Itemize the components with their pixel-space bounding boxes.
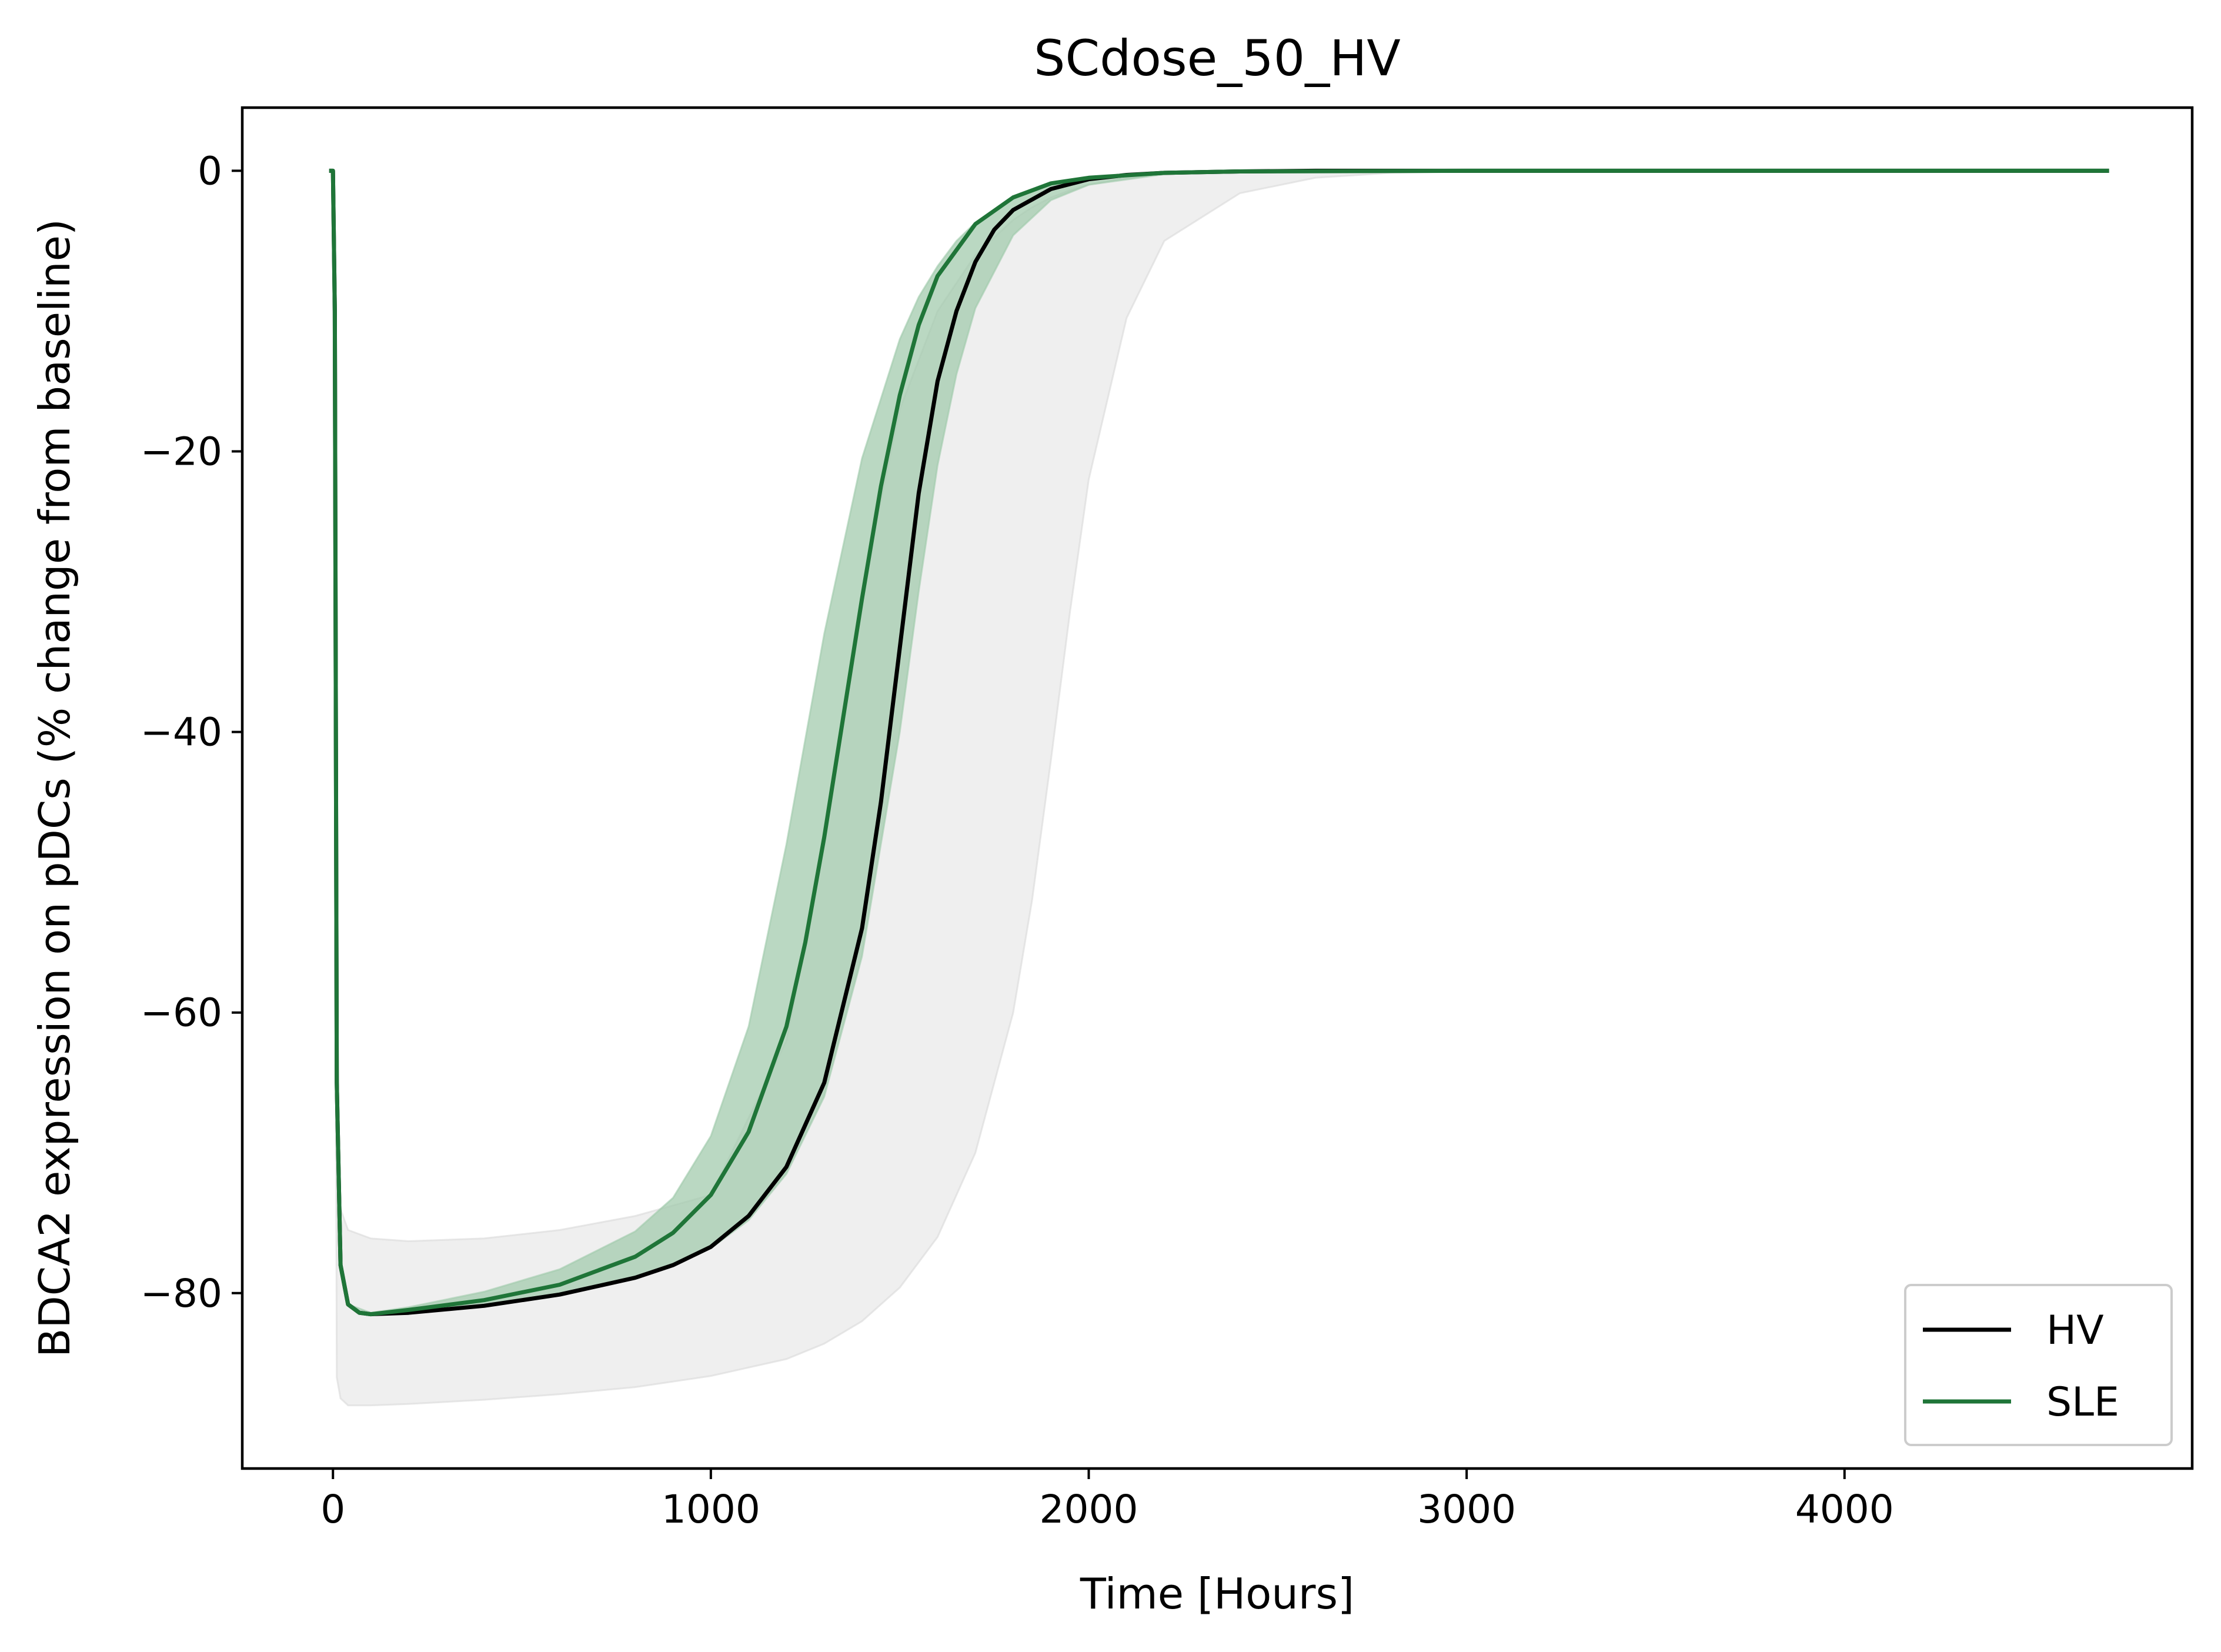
y-tick-label: −60 [141, 990, 222, 1036]
y-axis-ticks: 0 −20 −40 −60 −80 [141, 148, 242, 1316]
series-lines [329, 168, 2109, 1317]
x-tick-label: 3000 [1417, 1487, 1516, 1532]
x-tick-label: 2000 [1040, 1487, 1138, 1532]
legend-label-sle: SLE [2046, 1379, 2119, 1426]
x-axis-ticks: 0 1000 2000 3000 4000 [320, 1469, 1894, 1532]
plot-area-frame [241, 106, 2194, 1470]
legend-label-hv: HV [2046, 1307, 2104, 1354]
chart-title: SCdose_50_HV [1034, 29, 1401, 87]
legend-box [1904, 1284, 2173, 1446]
x-tick-label: 1000 [662, 1487, 760, 1532]
y-axis-label: BDCA2 expression on pDCs (% change from … [30, 219, 79, 1357]
x-tick-label: 0 [320, 1487, 345, 1532]
series-line-sle [329, 168, 2109, 1317]
legend: HV SLE [1904, 1284, 2173, 1446]
y-tick-label: −40 [141, 710, 222, 755]
y-tick-label: 0 [198, 148, 222, 193]
x-axis-label: Time [Hours] [1080, 1569, 1354, 1618]
x-tick-label: 4000 [1795, 1487, 1894, 1532]
y-tick-label: −20 [141, 429, 222, 474]
y-tick-label: −80 [141, 1271, 222, 1316]
